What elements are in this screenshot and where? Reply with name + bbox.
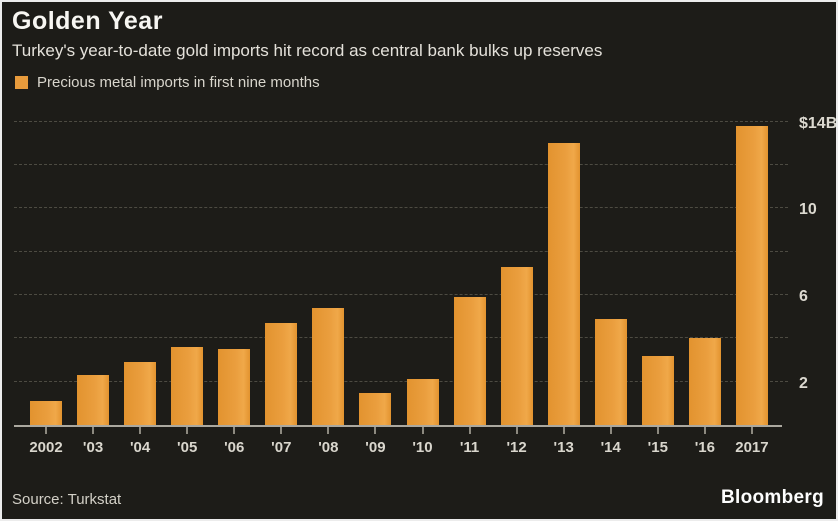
x-axis-label: '08 — [318, 439, 339, 456]
x-axis-tick — [703, 427, 706, 434]
bar-slot-03: '03 — [77, 109, 110, 456]
bar-13 — [547, 143, 580, 425]
x-axis-tick — [92, 427, 95, 434]
y-axis-label: $14B — [799, 114, 838, 132]
x-axis-tick — [186, 427, 189, 434]
bar-slot-09: '09 — [359, 109, 392, 456]
legend: Precious metal imports in first nine mon… — [15, 74, 320, 91]
y-axis-label: 6 — [799, 287, 808, 305]
bar-15 — [641, 355, 674, 425]
x-axis-tick — [374, 427, 377, 434]
bar-06 — [218, 349, 251, 425]
bar-slot-10: '10 — [406, 109, 439, 456]
bar-slot-2002: 2002 — [29, 109, 63, 456]
chart-title: Golden Year — [12, 7, 163, 35]
x-axis-label: 2002 — [29, 439, 63, 456]
bar-2017 — [735, 125, 768, 425]
bar-slot-12: '12 — [500, 109, 533, 456]
bar-09 — [359, 392, 392, 425]
x-axis-tick — [750, 427, 753, 434]
gridline-14 — [14, 120, 788, 122]
bar-slot-04: '04 — [124, 109, 157, 456]
bar-slot-08: '08 — [312, 109, 345, 456]
x-axis-label: '09 — [365, 439, 386, 456]
x-axis-tick — [562, 427, 565, 434]
x-axis-tick — [421, 427, 424, 434]
x-axis-tick — [327, 427, 330, 434]
bar-2002 — [30, 401, 62, 425]
x-axis-label: '16 — [694, 439, 716, 456]
bar-12 — [500, 266, 533, 425]
x-axis-label: '11 — [459, 439, 480, 456]
bar-slot-11: '11 — [453, 109, 486, 456]
gridline-6 — [14, 293, 788, 295]
gridline-10 — [14, 207, 788, 209]
x-axis-tick — [609, 427, 612, 434]
bar-slot-05: '05 — [171, 109, 204, 456]
y-axis-labels: $14B 10 6 2 — [799, 109, 838, 427]
bar-07 — [265, 323, 298, 425]
legend-swatch-icon — [15, 76, 28, 89]
bar-14 — [594, 318, 627, 425]
x-axis-label: 2017 — [735, 439, 769, 456]
bar-11 — [453, 297, 486, 425]
x-axis-label: '07 — [271, 439, 292, 456]
x-axis-tick — [515, 427, 518, 434]
x-axis-tick — [139, 427, 142, 434]
x-axis-label: '12 — [506, 439, 527, 456]
x-axis-tick — [45, 427, 47, 434]
bar-slot-15: '15 — [641, 109, 674, 456]
plot-area: 2002 '03 '04 '05 '06 '07 '08 '09 '10 '11 '12 '13 '14… — [14, 109, 788, 456]
bar-08 — [312, 307, 345, 425]
gridline-2 — [14, 380, 788, 382]
x-axis-tick — [280, 427, 283, 434]
x-axis-label: '13 — [553, 439, 574, 456]
x-axis-tick — [656, 427, 659, 434]
bar-slot-14: '14 — [594, 109, 627, 456]
bar-series: 2002 '03 '04 '05 '06 '07 '08 '09 '10 '11 '12 '13 '14… — [14, 109, 782, 456]
bloomberg-logo: Bloomberg — [721, 487, 824, 508]
legend-label: Precious metal imports in first nine mon… — [37, 74, 320, 91]
gridline-12 — [14, 163, 788, 165]
x-axis-tick — [468, 427, 471, 434]
x-axis-label: '06 — [224, 439, 245, 456]
chart-subtitle: Turkey's year-to-date gold imports hit r… — [12, 41, 603, 60]
bar-slot-06: '06 — [218, 109, 251, 456]
y-axis-label: 10 — [799, 201, 817, 219]
source-note: Source: Turkstat — [12, 491, 122, 508]
y-axis-label: 2 — [799, 374, 808, 392]
bar-slot-07: '07 — [265, 109, 298, 456]
x-axis-label: '03 — [82, 439, 104, 456]
gridline-4 — [14, 337, 788, 339]
x-axis-tick — [233, 427, 236, 434]
bar-10 — [406, 379, 439, 425]
bar-slot-16: '16 — [688, 109, 721, 456]
x-axis-label: '04 — [129, 439, 151, 456]
bar-slot-13: '13 — [547, 109, 580, 456]
bar-slot-2017: 2017 — [735, 109, 769, 456]
bar-03 — [77, 375, 110, 425]
x-axis-label: '15 — [647, 439, 668, 456]
x-axis-label: '14 — [600, 439, 621, 456]
bar-04 — [124, 362, 157, 425]
bar-16 — [688, 338, 721, 425]
x-axis-label: '10 — [412, 439, 433, 456]
x-axis-label: '05 — [177, 439, 198, 456]
gridline-8 — [14, 250, 788, 252]
bar-05 — [171, 346, 204, 425]
